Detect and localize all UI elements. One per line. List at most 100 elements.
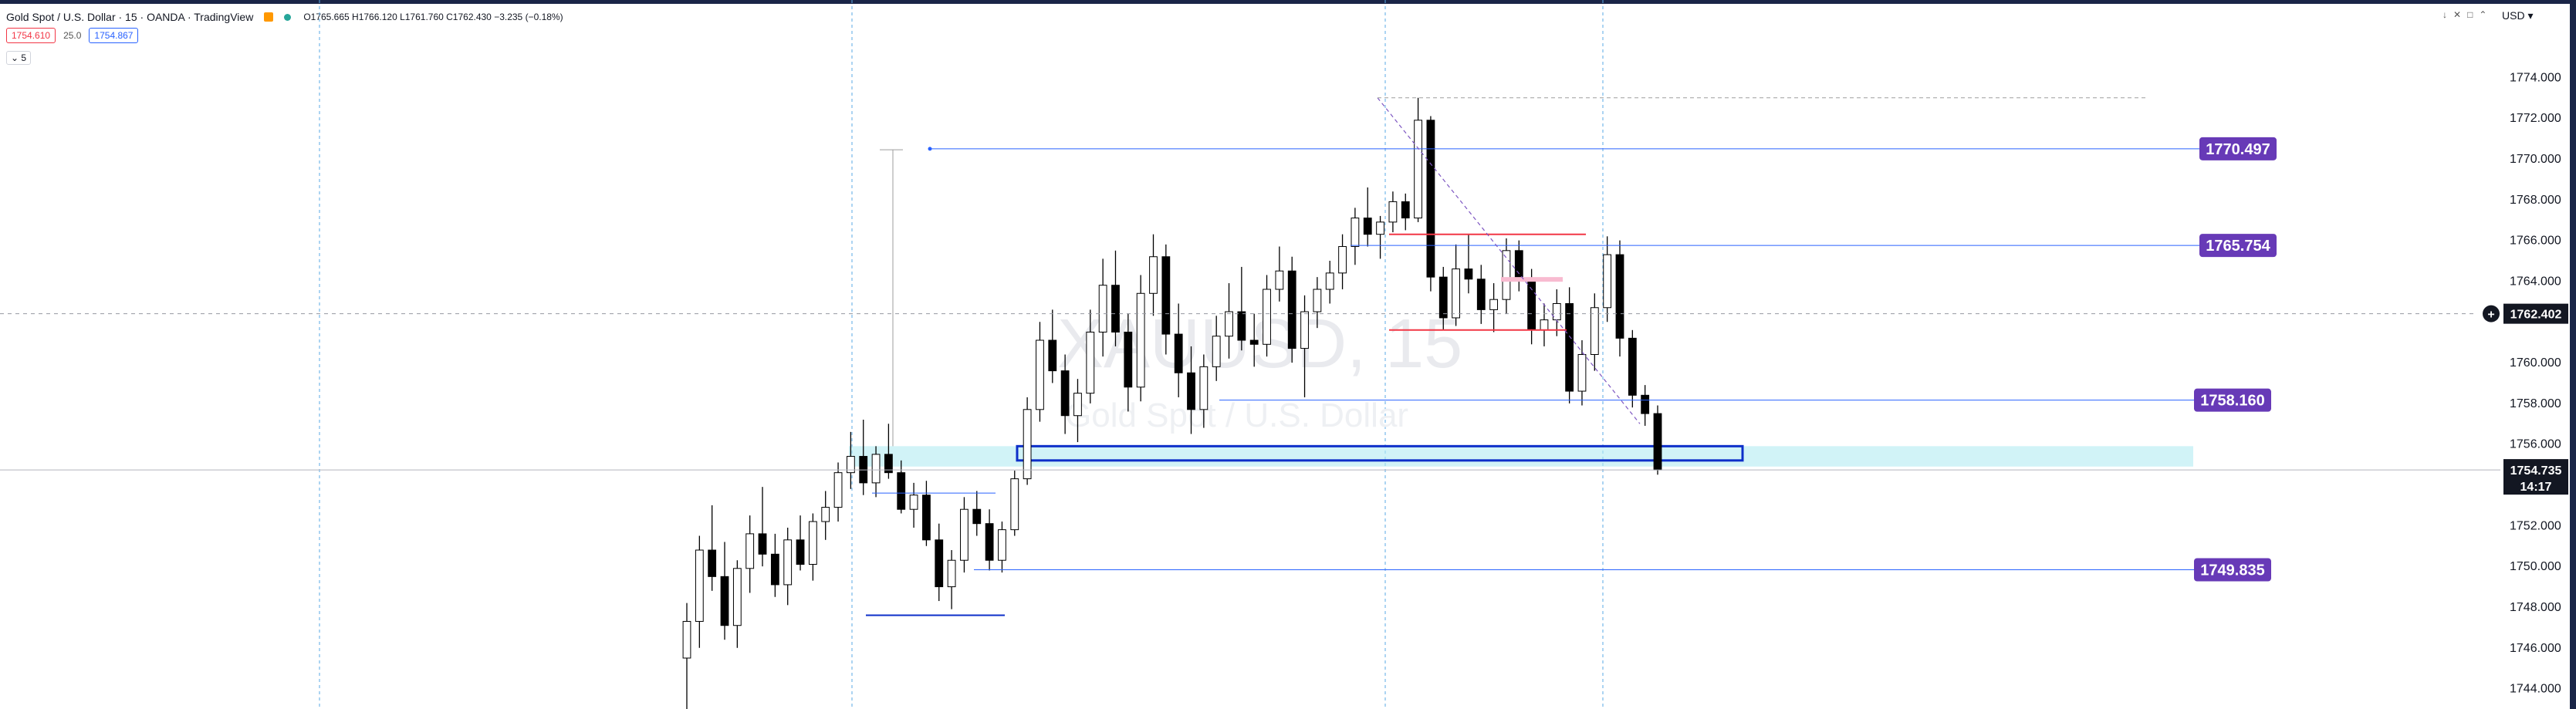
close-icon[interactable]: ✕ (2453, 9, 2462, 20)
candle-body (1552, 302, 1561, 321)
candle-body (1048, 339, 1057, 372)
candle-body (1653, 413, 1662, 471)
candle-body (1628, 337, 1637, 396)
ohlc-values: O1765.665 H1766.120 L1761.760 C1762.430 … (303, 12, 563, 22)
support-zone (849, 446, 2193, 467)
candle-body (897, 472, 906, 510)
candle-body (833, 472, 843, 508)
candle-body (922, 495, 931, 541)
candle-body (1036, 339, 1044, 410)
current-price-box (2503, 459, 2568, 495)
trend-line (1377, 97, 1641, 424)
candle-body (1287, 270, 1296, 349)
price-tick-label: 1770.000 (2510, 153, 2561, 166)
candle-body (1149, 256, 1158, 294)
right-edge-band (2570, 0, 2576, 709)
candle-body (1300, 311, 1309, 349)
drawing-layer (849, 444, 2193, 467)
annotation-layer: 1770.497 1765.754 1758.160 1749.835 (0, 97, 2500, 616)
level-label: 1749.835 (2200, 562, 2264, 579)
candle-body (1060, 370, 1070, 417)
candle-body (1476, 279, 1486, 310)
price-tick-label: 1766.000 (2510, 235, 2561, 248)
watermark-description: Gold Spot / U.S. Dollar (1065, 397, 1408, 434)
candle-body (708, 549, 717, 577)
candle-body (1438, 276, 1448, 319)
symbol-title[interactable]: Gold Spot / U.S. Dollar · 15 · OANDA · T… (6, 11, 254, 23)
candle-body (1502, 250, 1511, 300)
candle-body (1376, 221, 1384, 235)
candle-body (1615, 254, 1624, 339)
price-axis[interactable]: 1774.000 1772.000 1770.000 1768.000 1766.000… (2483, 71, 2568, 696)
candle-body (972, 508, 982, 525)
candle-body (1426, 120, 1435, 278)
indicator-toggle-button[interactable]: ⌄ 5 (6, 51, 32, 65)
candle-body (1111, 285, 1120, 333)
candle-body (884, 454, 893, 474)
market-status-icon (284, 13, 292, 21)
candle-body (909, 495, 918, 510)
price-tick-label: 1756.000 (2510, 438, 2561, 451)
candle-body (1161, 256, 1171, 335)
level-label-box (2194, 388, 2271, 412)
candle-body (985, 523, 994, 561)
flag-icon[interactable] (264, 12, 274, 22)
candle-body (1527, 279, 1536, 331)
top-band (0, 0, 2576, 4)
candle-body (682, 620, 691, 659)
candle-body (1023, 409, 1032, 480)
price-tick-label: 1748.000 (2510, 601, 2561, 614)
candle-body (1338, 246, 1347, 274)
currency-selector[interactable]: USD ▾ (2502, 9, 2533, 22)
candle-body (1225, 311, 1233, 337)
candle-body (1464, 268, 1473, 280)
indicator-count: 5 (21, 52, 27, 63)
candle-body (935, 539, 944, 588)
candle-body (1199, 366, 1209, 410)
buy-button[interactable]: 1754.867 (89, 28, 139, 43)
price-tick-label: 1758.000 (2510, 397, 2561, 410)
chevron-down-icon: ⌄ (11, 52, 19, 63)
candle-body (732, 568, 742, 626)
price-tick-label: 1752.000 (2510, 519, 2561, 532)
candle-body (1313, 289, 1322, 312)
candle-body (1565, 302, 1574, 392)
candle-body (1124, 331, 1133, 388)
candle-body (1136, 292, 1145, 388)
price-tick-label: 1750.000 (2510, 560, 2561, 573)
candle-body (1452, 268, 1460, 319)
price-tick-label: 1774.000 (2510, 71, 2561, 84)
collapse-icon[interactable]: ⌃ (2479, 9, 2487, 20)
price-tick-label: 1768.000 (2510, 194, 2561, 207)
currency-label: USD (2502, 9, 2525, 22)
level-label: 1758.160 (2200, 393, 2264, 410)
current-price-label: 1754.735 (2510, 464, 2562, 478)
support-box (1016, 444, 1744, 462)
add-alert-icon (2483, 305, 2500, 322)
quote-row: 1754.610 25.0 1754.867 (6, 28, 139, 43)
candle-body (871, 454, 881, 484)
candle-body (846, 456, 855, 474)
candle-body (1098, 285, 1107, 333)
candle-body (1263, 289, 1271, 345)
price-tick-label: 1764.000 (2510, 275, 2561, 288)
candle-body (1603, 254, 1612, 309)
candle-body (821, 507, 830, 522)
candle-body (695, 549, 704, 622)
sell-button[interactable]: 1754.610 (6, 28, 56, 43)
pink-marker (1501, 277, 1563, 282)
candle-body (720, 576, 729, 626)
bar-countdown-label: 14:17 (2520, 481, 2552, 494)
candle-body (1010, 478, 1019, 531)
price-tick-label: 1746.000 (2510, 642, 2561, 655)
chevron-down-icon: ▾ (2527, 9, 2534, 22)
candle-body (770, 553, 779, 586)
maximize-icon[interactable]: □ (2467, 9, 2473, 20)
candle-body (796, 539, 805, 566)
candle-body (1249, 339, 1259, 345)
level-label-box (2194, 558, 2271, 582)
arrow-down-icon[interactable]: ↓ (2442, 9, 2447, 20)
candle-body (1540, 319, 1549, 331)
candle-body (947, 559, 956, 588)
